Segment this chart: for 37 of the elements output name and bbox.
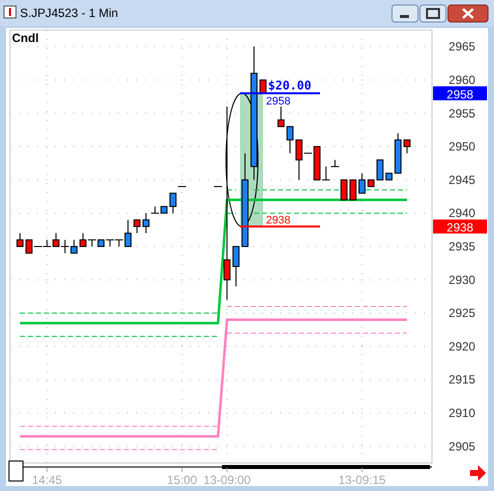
y-tick-label: 2955 [448,106,476,120]
ref-line-label: 2958 [266,95,290,108]
x-tick-label: 13-09:00 [203,473,252,487]
y-tick-label: 2960 [448,72,476,87]
candlestick [340,179,348,200]
candlestick [134,219,140,234]
y-tick-label: 2935 [448,240,476,254]
ref-line-label: 2938 [266,214,290,227]
candlestick [404,139,410,154]
text: 2938 [446,220,474,235]
x-tick-label: 13-09:15 [338,473,386,487]
y-tick-label: 2910 [448,406,476,420]
candlestick [232,246,240,287]
x-tick-label: 14:45 [32,473,62,487]
candlestick [142,212,150,234]
chart-title: S.JPJ4523 - 1 Min [20,6,118,20]
y-tick-label: 2930 [448,272,476,287]
y-tick-label: 2945 [448,172,476,187]
chart-subtitle: Cndl [12,31,39,45]
x-tick-label: 15:00 [166,473,198,487]
y-tick-label: 2925 [448,306,476,320]
text: 2958 [446,87,474,102]
candlestick [278,106,284,128]
annotation: $20.00 [268,78,312,92]
candlestick [260,79,266,94]
candlestick [286,126,294,154]
y-tick-label: 2915 [448,372,476,387]
y-tick-label: 2965 [448,40,476,54]
candlestick [376,159,384,180]
y-tick-label: 2950 [448,140,476,154]
y-tick-label: 2940 [448,206,476,220]
y-tick-label: 2920 [448,339,476,354]
y-tick-label: 2905 [448,439,476,454]
candlestick [170,192,176,214]
candlestick [16,232,24,247]
candlestick [350,179,356,200]
candlestick [358,172,366,194]
